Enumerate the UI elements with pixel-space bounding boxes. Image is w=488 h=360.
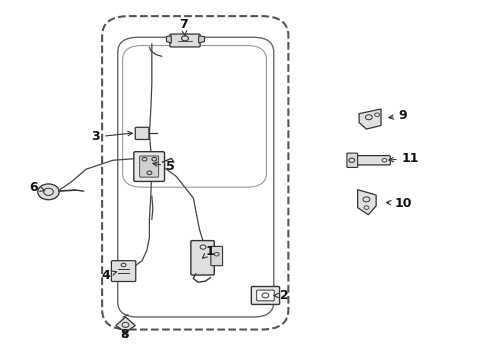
FancyBboxPatch shape [111,261,136,282]
Text: 2: 2 [273,289,288,302]
FancyBboxPatch shape [251,287,279,305]
Circle shape [38,184,59,200]
Text: 4: 4 [102,269,116,282]
Text: 7: 7 [179,18,187,36]
FancyBboxPatch shape [140,156,158,177]
Polygon shape [358,109,380,129]
FancyBboxPatch shape [169,34,200,47]
FancyBboxPatch shape [134,152,164,181]
FancyBboxPatch shape [346,153,357,167]
Text: 11: 11 [388,152,418,165]
Text: 6: 6 [29,181,44,194]
Text: 9: 9 [388,109,407,122]
FancyBboxPatch shape [256,290,274,301]
Polygon shape [198,36,204,43]
Text: 10: 10 [386,197,411,210]
Text: 3: 3 [91,130,132,144]
Text: 1: 1 [202,245,214,258]
Polygon shape [357,190,375,215]
Polygon shape [166,36,171,43]
Polygon shape [116,317,135,332]
Text: 5: 5 [153,160,174,173]
Text: 8: 8 [121,328,129,341]
FancyBboxPatch shape [351,156,389,165]
FancyBboxPatch shape [135,127,149,139]
FancyBboxPatch shape [210,246,222,266]
FancyBboxPatch shape [190,240,214,275]
